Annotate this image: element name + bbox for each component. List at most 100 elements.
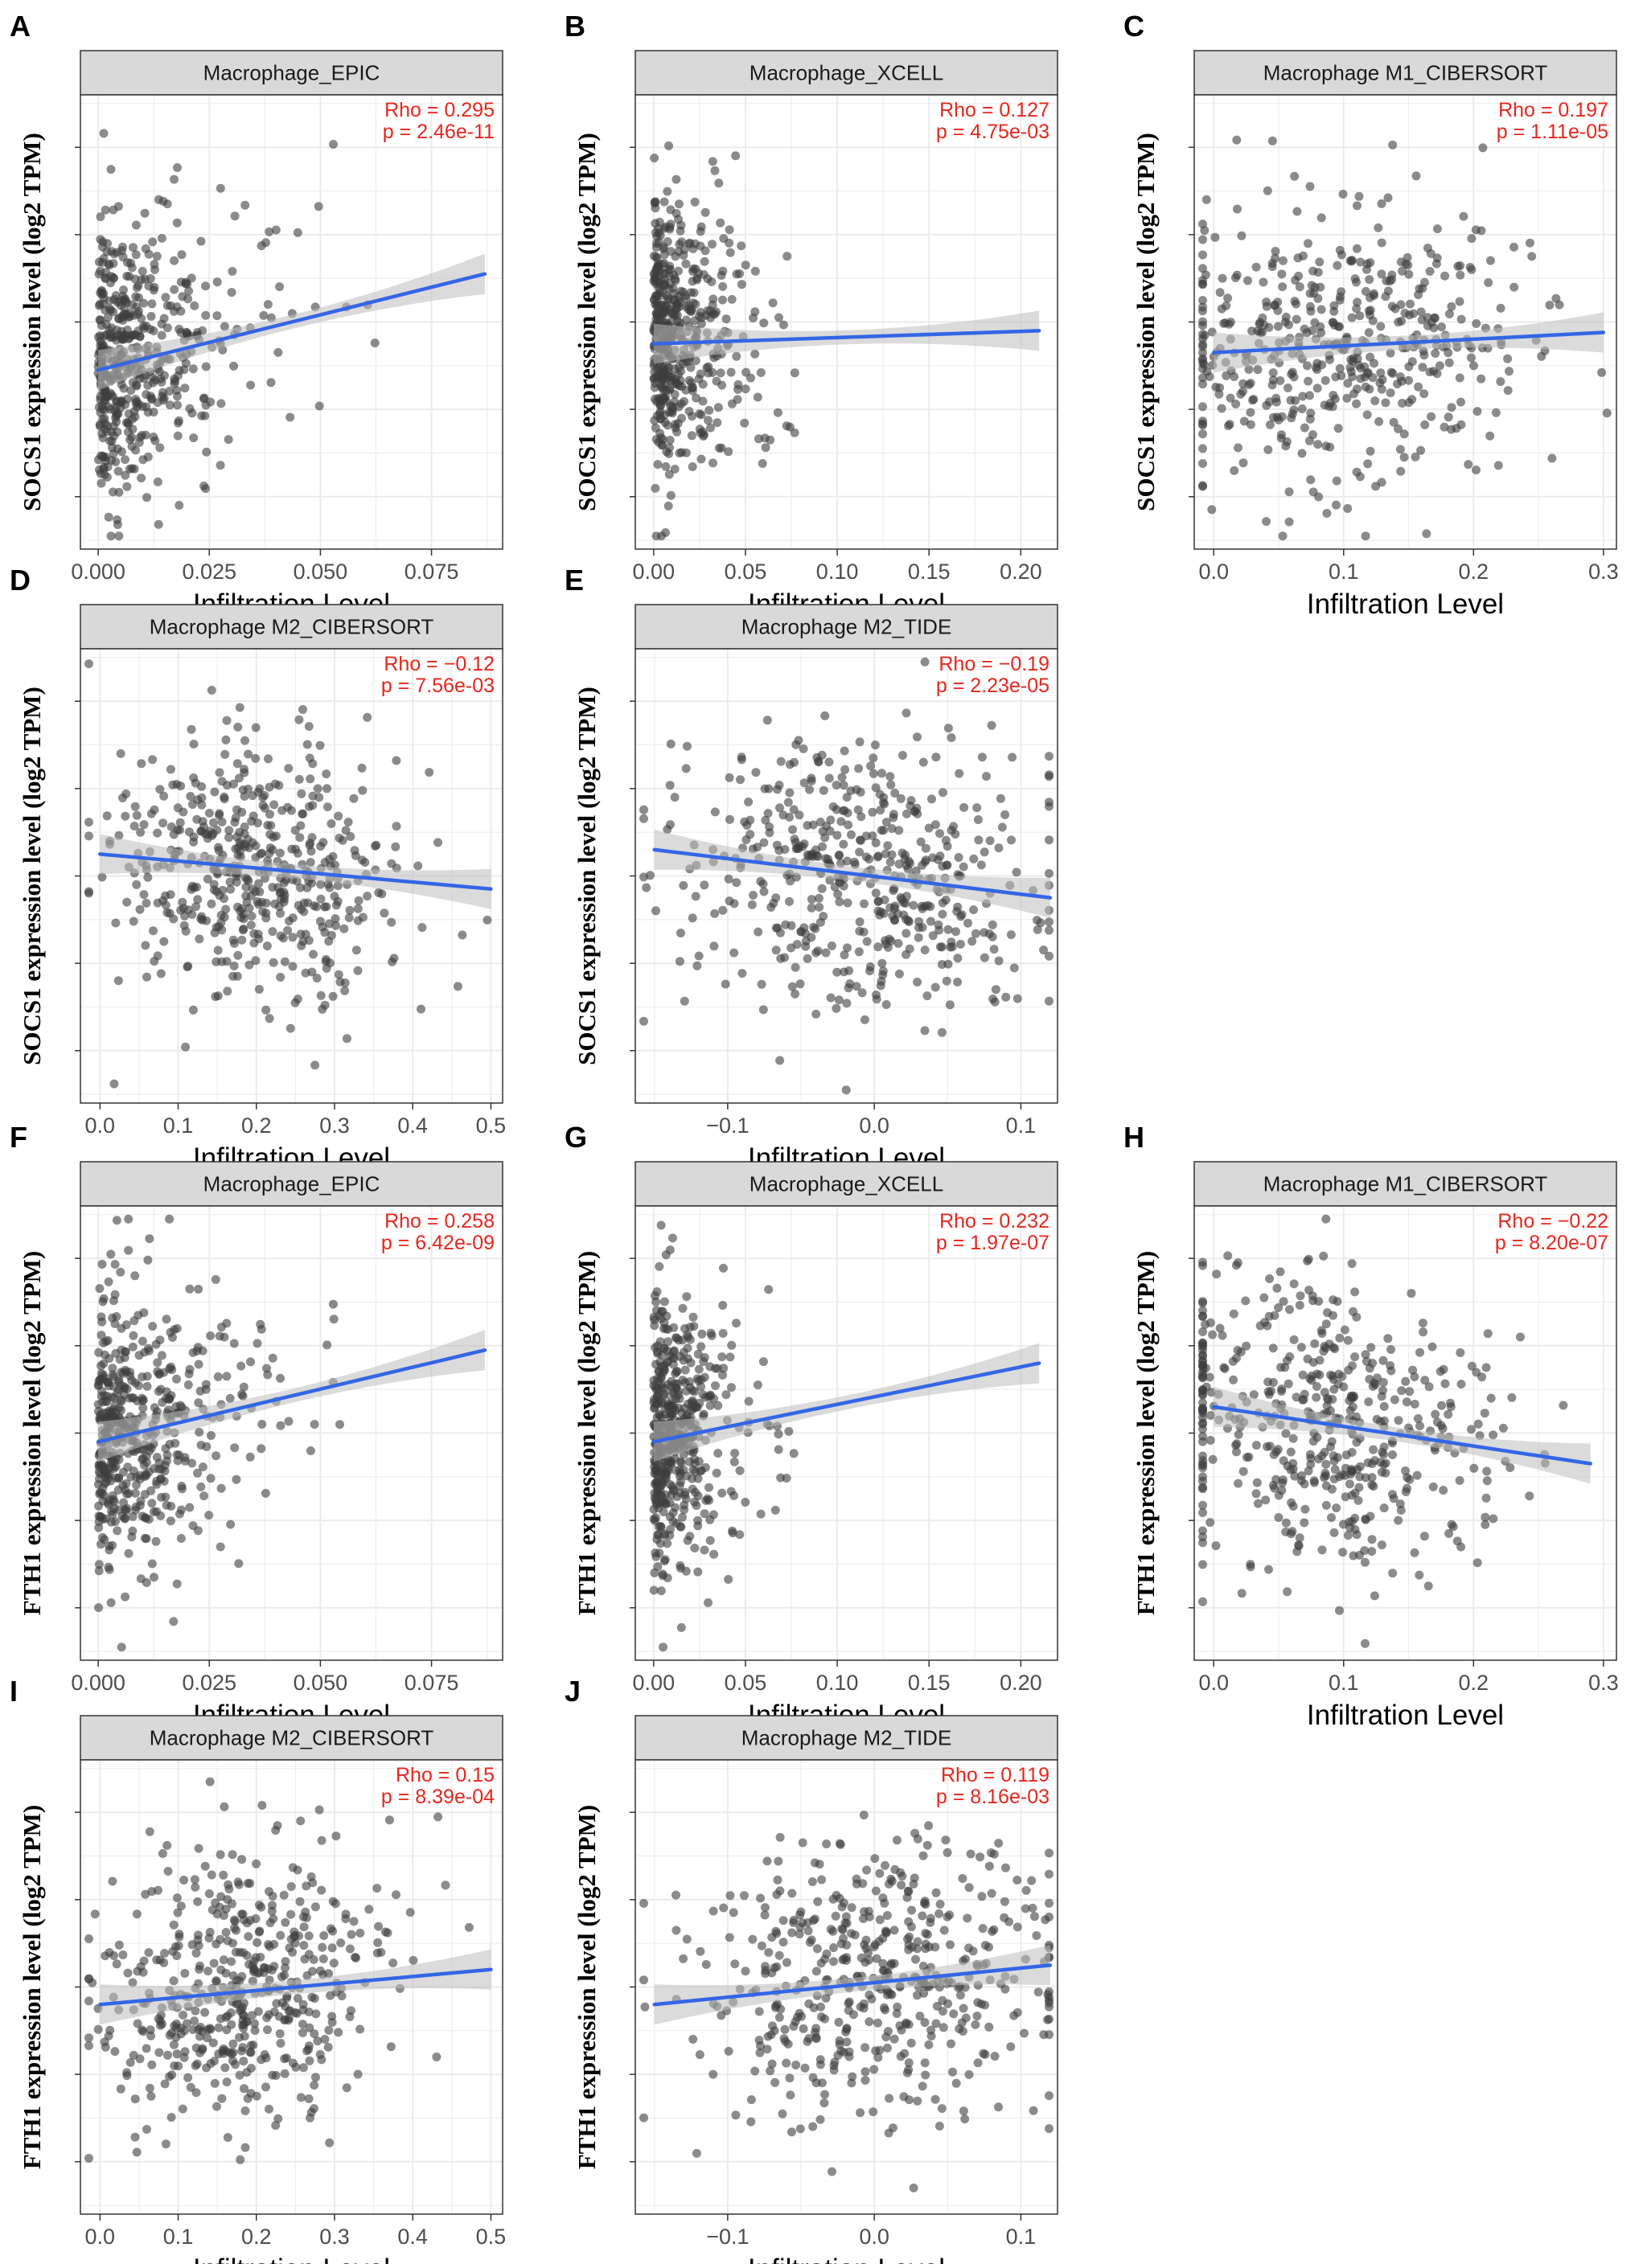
data-point	[173, 1450, 182, 1459]
data-point	[1310, 1479, 1319, 1487]
data-point	[1289, 1434, 1298, 1443]
data-point	[990, 945, 999, 954]
data-point	[207, 1431, 216, 1440]
data-point	[159, 197, 168, 206]
data-point	[1292, 207, 1301, 216]
data-point	[835, 851, 844, 860]
data-point	[846, 786, 855, 795]
data-point	[1507, 1393, 1516, 1402]
data-point	[153, 829, 162, 838]
data-point	[664, 502, 673, 511]
data-point	[879, 966, 888, 975]
data-point	[675, 199, 684, 208]
data-point	[1283, 1356, 1292, 1365]
data-point	[165, 1215, 174, 1224]
data-point	[114, 488, 123, 497]
data-point	[1497, 304, 1505, 313]
data-point	[1268, 137, 1277, 146]
data-point	[1427, 412, 1435, 421]
data-point	[1494, 461, 1503, 470]
data-point	[251, 887, 260, 896]
data-point	[215, 809, 224, 818]
data-point	[1298, 404, 1307, 413]
data-point	[926, 917, 935, 926]
data-point	[1428, 1343, 1437, 1351]
data-point	[1001, 993, 1010, 1002]
data-point	[877, 977, 886, 986]
data-point	[1198, 1261, 1207, 1270]
data-point	[276, 1421, 285, 1430]
x-tick-label: 0.2	[1459, 560, 1489, 584]
data-point	[114, 531, 123, 540]
data-point	[1473, 407, 1482, 416]
data-point	[925, 824, 934, 833]
data-point	[125, 409, 133, 418]
data-point	[656, 232, 665, 240]
data-point	[121, 1593, 129, 1602]
data-point	[113, 1526, 121, 1535]
data-point	[322, 784, 331, 793]
data-point	[677, 414, 686, 423]
data-point	[131, 293, 140, 301]
data-point	[112, 403, 121, 412]
data-point	[708, 1331, 717, 1340]
data-point	[708, 294, 717, 303]
data-point	[1232, 1439, 1241, 1448]
data-point	[329, 1897, 338, 1906]
data-point	[1296, 1301, 1304, 1310]
data-point	[699, 397, 708, 406]
data-point	[1397, 1506, 1406, 1515]
data-point	[666, 1351, 675, 1360]
data-point	[158, 2020, 166, 2028]
data-point	[1045, 802, 1054, 811]
data-point	[785, 789, 794, 798]
data-point	[235, 1880, 244, 1889]
data-point	[1300, 1519, 1308, 1528]
data-point	[244, 750, 253, 759]
data-point	[651, 424, 660, 433]
data-point	[1368, 1535, 1377, 1544]
data-point	[230, 939, 239, 948]
data-point	[1330, 1528, 1339, 1537]
data-point	[959, 803, 968, 812]
data-point	[307, 968, 316, 977]
data-point	[1296, 1291, 1305, 1300]
data-point	[269, 833, 277, 842]
data-point	[931, 753, 940, 761]
data-point	[251, 956, 260, 965]
data-point	[656, 1539, 665, 1548]
data-point	[234, 1559, 243, 1568]
data-point	[1431, 314, 1440, 322]
data-point	[700, 1353, 709, 1362]
data-point	[1335, 1606, 1344, 1615]
data-point	[652, 1385, 661, 1394]
data-point	[165, 387, 174, 396]
data-point	[824, 855, 832, 863]
data-point	[998, 822, 1007, 831]
data-point	[101, 2043, 110, 2052]
data-point	[1404, 270, 1413, 279]
data-point	[651, 1552, 660, 1561]
data-point	[1254, 1499, 1263, 1508]
data-point	[249, 929, 258, 938]
data-point	[688, 431, 696, 440]
data-point	[318, 1836, 327, 1845]
data-point	[99, 1360, 108, 1368]
data-point	[921, 1026, 930, 1035]
data-point	[676, 929, 685, 937]
data-point	[700, 1546, 709, 1555]
data-point	[748, 900, 757, 909]
x-tick-label: 0.1	[1329, 560, 1359, 584]
data-point	[730, 1458, 739, 1466]
data-point	[651, 1298, 660, 1306]
panel-title: Macrophage M1_CIBERSORT	[1263, 1172, 1548, 1196]
data-point	[297, 929, 306, 938]
data-point	[1422, 529, 1431, 538]
data-point	[959, 863, 968, 872]
data-point	[850, 858, 859, 867]
data-point	[860, 900, 869, 908]
data-point	[113, 515, 121, 524]
data-point	[108, 1877, 117, 1886]
data-point	[730, 1449, 739, 1458]
data-point	[327, 819, 335, 828]
